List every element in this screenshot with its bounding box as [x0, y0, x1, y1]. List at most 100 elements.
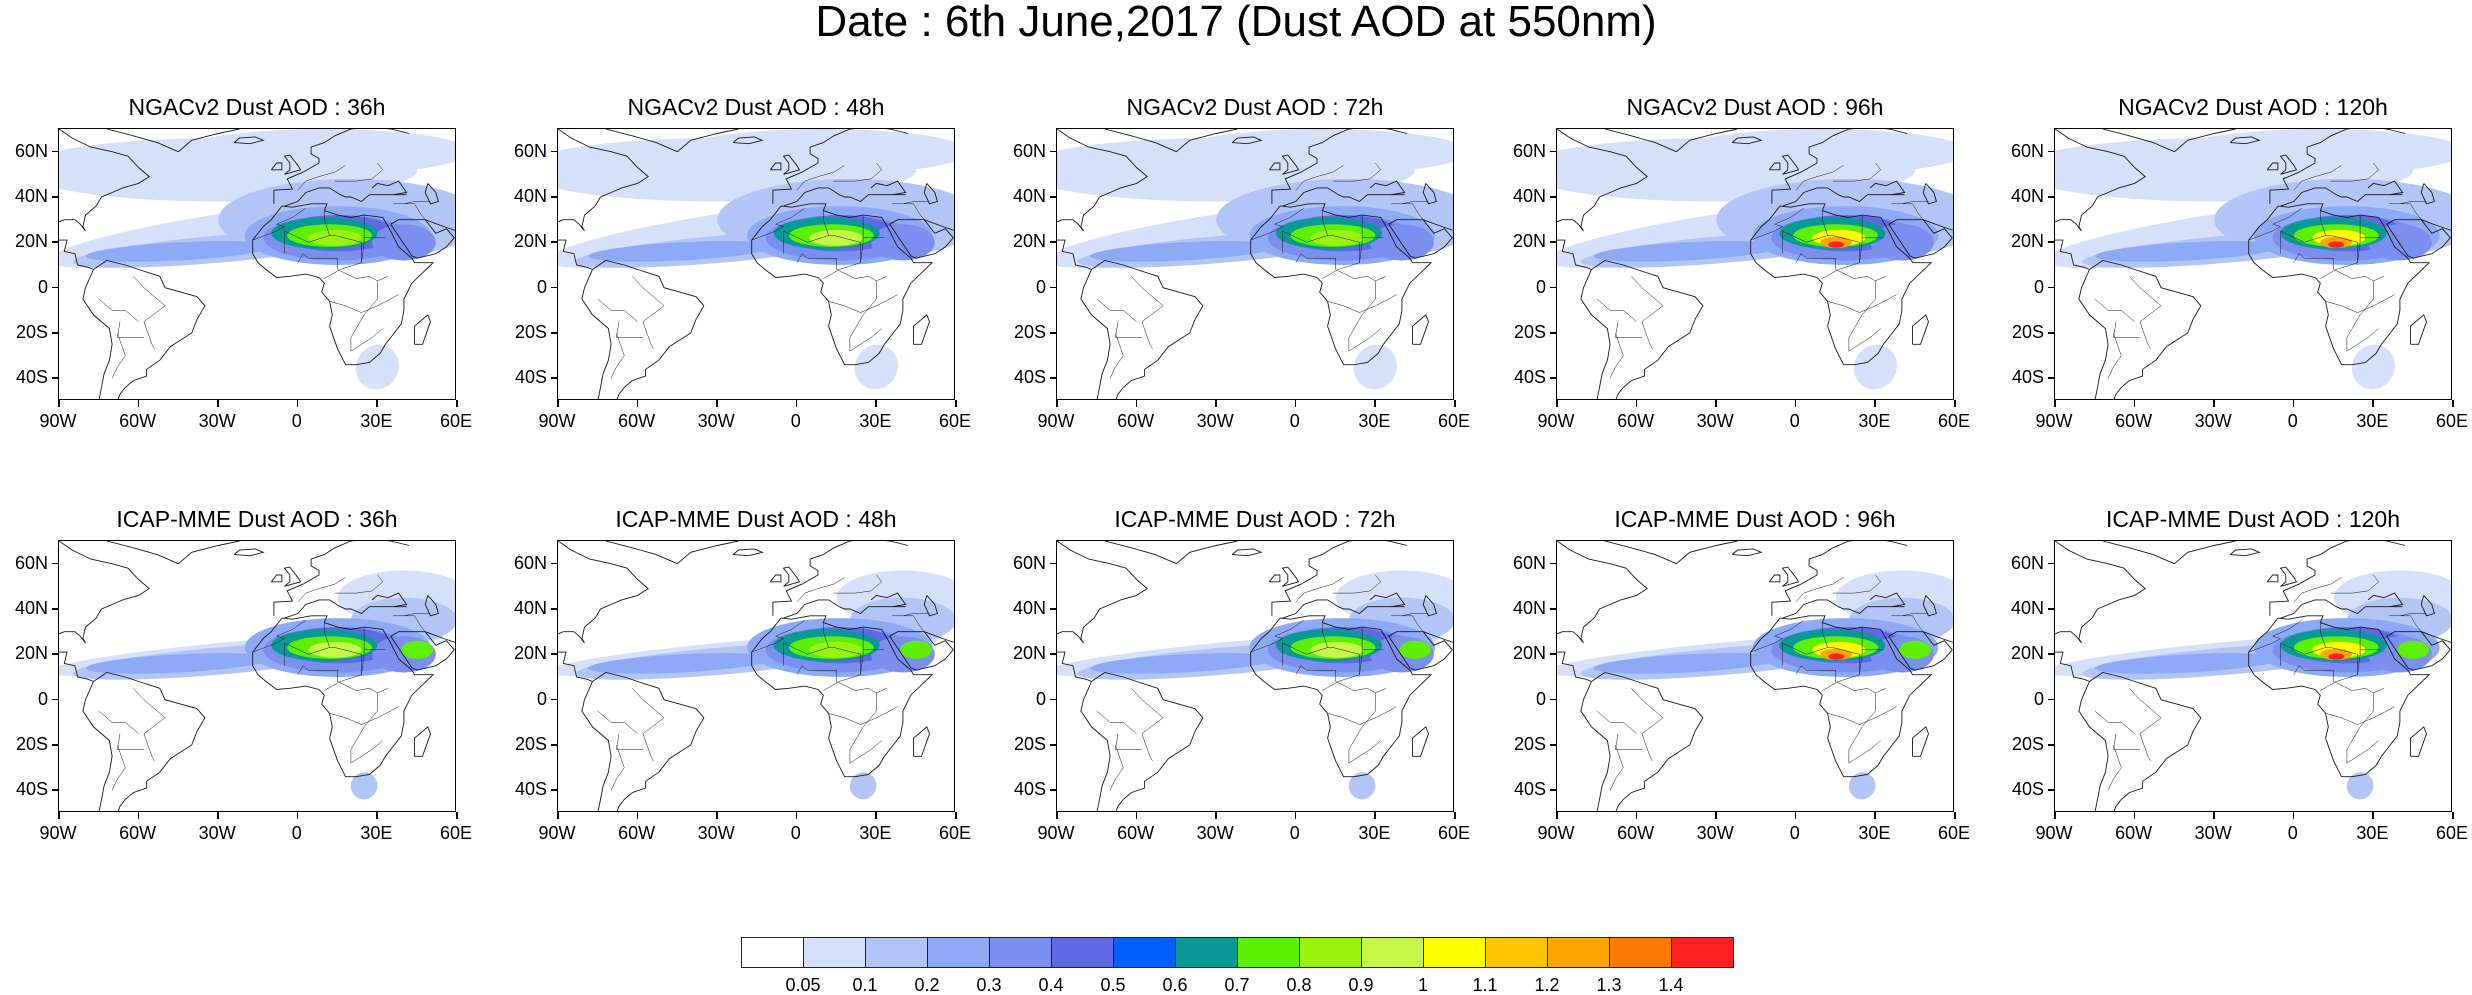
country-border [1782, 642, 1860, 691]
country-border [2113, 733, 2140, 750]
panel-title: ICAP-MME Dust AOD : 48h [615, 506, 897, 532]
lon-tick-label: 30W [1696, 823, 1734, 843]
lat-tick [551, 286, 557, 289]
country-border [1609, 332, 1624, 379]
coastline [1580, 269, 1611, 399]
lat-tick [2048, 196, 2054, 198]
coastline [870, 180, 907, 196]
country-border [2293, 577, 2342, 603]
map-panel [58, 540, 456, 812]
lat-tick-label: 40N [2010, 598, 2044, 618]
coastline [414, 726, 431, 757]
country-border [823, 622, 829, 648]
lon-tick [2054, 812, 2056, 819]
country-border [2129, 688, 2162, 762]
country-border [2325, 294, 2395, 313]
coastline [425, 219, 455, 231]
country-border [892, 613, 930, 617]
lon-tick [1874, 400, 1876, 407]
country-border [2248, 620, 2302, 653]
lat-tick-label: 60N [2010, 552, 2044, 573]
aod-contour [2346, 772, 2374, 800]
aod-contour [1090, 241, 1276, 262]
coastline [2055, 651, 2090, 682]
country-border [2325, 706, 2395, 725]
country-border [2399, 203, 2422, 220]
lat-tick [52, 241, 58, 243]
coastline [270, 162, 283, 171]
aod-contour [2397, 640, 2430, 659]
coastline [889, 631, 954, 671]
coastline [1057, 541, 1148, 644]
lon-tick-label: 0 [291, 823, 302, 843]
lat-tick-label: 40N [513, 598, 547, 618]
coastline [106, 541, 240, 565]
lon-tick-label: 60E [2435, 411, 2469, 431]
country-border [2113, 321, 2140, 338]
coastline [390, 631, 455, 671]
coastline [1281, 566, 1300, 587]
panel-title: NGACv2 Dust AOD : 72h [1126, 94, 1384, 120]
country-border [403, 203, 426, 220]
coastline [605, 129, 739, 153]
country-border [1348, 280, 1381, 352]
country-border [133, 276, 166, 350]
coastline [1388, 631, 1453, 671]
country-border [610, 332, 625, 379]
lon-tick [2372, 400, 2374, 407]
country-border [1391, 613, 1429, 617]
country-border [361, 215, 365, 263]
coastline [1781, 566, 1800, 587]
coastline [1768, 162, 1781, 171]
lon-tick-label: 30W [198, 411, 236, 431]
country-border [1115, 733, 1142, 750]
lon-tick-label: 0 [790, 411, 801, 431]
lon-tick-label: 60W [1617, 823, 1655, 843]
aod-contour [355, 344, 399, 390]
colorbar-label: 1.4 [1658, 975, 1684, 995]
country-border [1609, 744, 1624, 791]
lat-tick [1550, 377, 1556, 379]
lat-tick-label: 20N [14, 643, 48, 664]
lat-tick-label: 40N [14, 598, 48, 618]
country-border [2280, 230, 2358, 279]
aod-map [558, 129, 954, 399]
lat-tick-label: 40N [1012, 186, 1046, 206]
lat-tick-label: 20N [513, 643, 547, 664]
lon-tick-label: 60E [1437, 823, 1471, 843]
country-border [2094, 298, 2135, 322]
lon-tick-label: 60E [938, 823, 972, 843]
coastline [1922, 595, 1937, 617]
country-border [1795, 165, 1844, 191]
lat-tick [551, 150, 557, 153]
lon-tick [875, 400, 877, 407]
coastline [2280, 599, 2403, 619]
lon-tick-label: 90W [1537, 411, 1575, 431]
country-border [1822, 210, 1828, 236]
aod-contour [854, 344, 898, 390]
coastline [371, 180, 408, 196]
map-panel [2054, 128, 2452, 400]
country-border [828, 294, 898, 313]
aod-contour [809, 229, 863, 246]
colorbar-swatch [1547, 937, 1610, 968]
lon-tick-label: 90W [39, 823, 77, 843]
colorbar-swatch [1237, 937, 1300, 968]
country-border [1596, 710, 1637, 734]
coastline [2089, 672, 2202, 811]
coastline [284, 599, 407, 619]
country-border [1901, 615, 1924, 632]
lon-tick [1715, 812, 1717, 819]
country-border [2129, 276, 2162, 350]
lat-tick [2048, 744, 2054, 746]
lon-tick [1954, 812, 1956, 819]
lon-tick-label: 30W [198, 823, 236, 843]
lon-tick [1635, 812, 1638, 819]
lon-tick [2292, 400, 2295, 407]
coastline [870, 592, 907, 608]
lon-tick-label: 60W [1117, 823, 1155, 843]
lon-tick [1874, 812, 1876, 819]
coastline [2266, 574, 2279, 583]
lon-tick [2452, 812, 2454, 819]
coastline [1281, 154, 1300, 175]
